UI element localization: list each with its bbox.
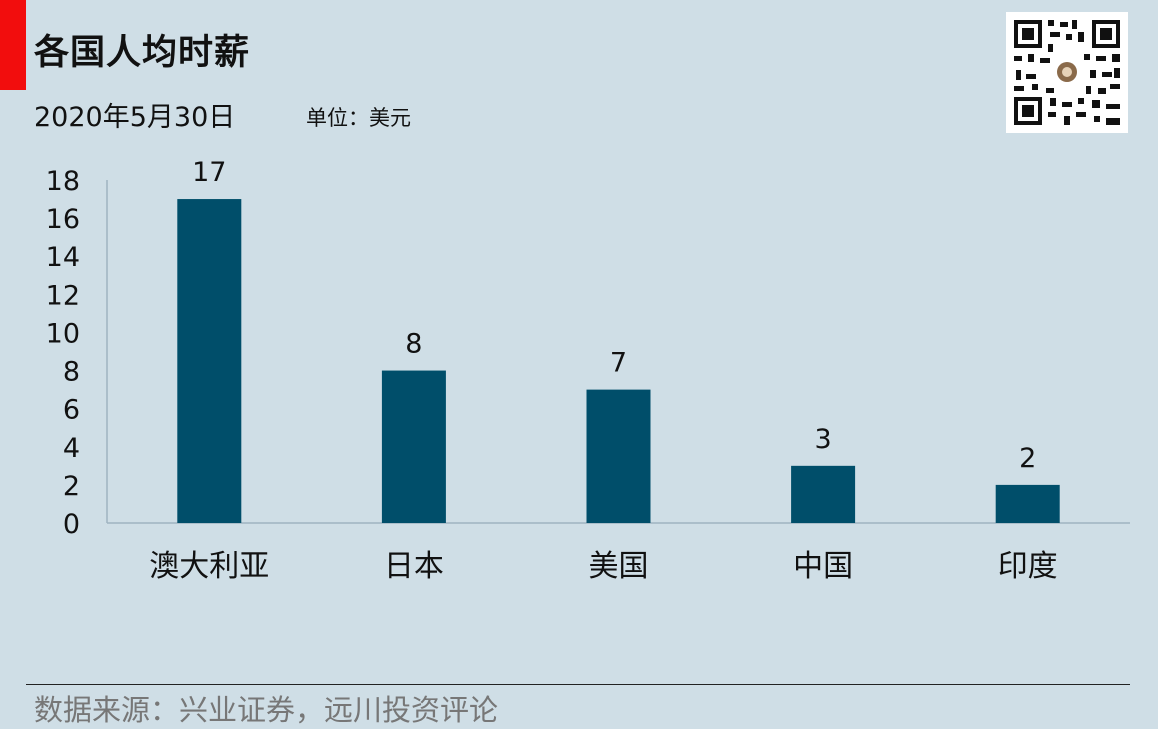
data-label: 17 xyxy=(192,157,226,188)
bar-2 xyxy=(381,370,446,523)
y-tick-label: 6 xyxy=(63,395,80,426)
chart-title: 各国人均时薪 xyxy=(34,33,251,73)
y-tick-label: 0 xyxy=(63,509,80,540)
y-tick-label: 12 xyxy=(46,280,80,311)
y-tick-label: 10 xyxy=(46,318,80,349)
x-tick-label: 印度 xyxy=(998,549,1058,584)
y-tick-label: 18 xyxy=(46,166,80,197)
chart-unit: 单位：美元 xyxy=(306,106,411,130)
accent-bar xyxy=(0,0,26,90)
y-tick-label: 8 xyxy=(63,357,80,388)
data-label: 3 xyxy=(815,424,832,455)
data-label: 2 xyxy=(1019,443,1036,474)
data-label: 7 xyxy=(610,348,627,379)
footer-divider xyxy=(26,684,1130,685)
y-tick-label: 4 xyxy=(63,433,80,464)
bar-4 xyxy=(791,465,856,523)
bar-1 xyxy=(177,199,242,524)
y-tick-label: 16 xyxy=(46,204,80,235)
bar-chart: 0 2 4 6 8 10 12 14 16 18 17 澳大利亚 8 日本 7 美国 3 中国 2 印度 xyxy=(46,157,1130,584)
data-label: 8 xyxy=(405,329,422,360)
bar-5 xyxy=(995,484,1060,523)
data-source: 数据来源：兴业证券，远川投资评论 xyxy=(34,693,499,727)
chart-date: 2020年5月30日 xyxy=(34,102,236,133)
y-tick-label: 2 xyxy=(63,471,80,502)
qr-code-icon xyxy=(1006,12,1128,133)
x-tick-label: 美国 xyxy=(589,549,649,584)
bar-3 xyxy=(586,389,651,523)
y-tick-label: 14 xyxy=(46,242,80,273)
x-tick-label: 中国 xyxy=(793,549,853,584)
x-tick-label: 日本 xyxy=(384,549,444,584)
x-tick-label: 澳大利亚 xyxy=(149,549,269,584)
